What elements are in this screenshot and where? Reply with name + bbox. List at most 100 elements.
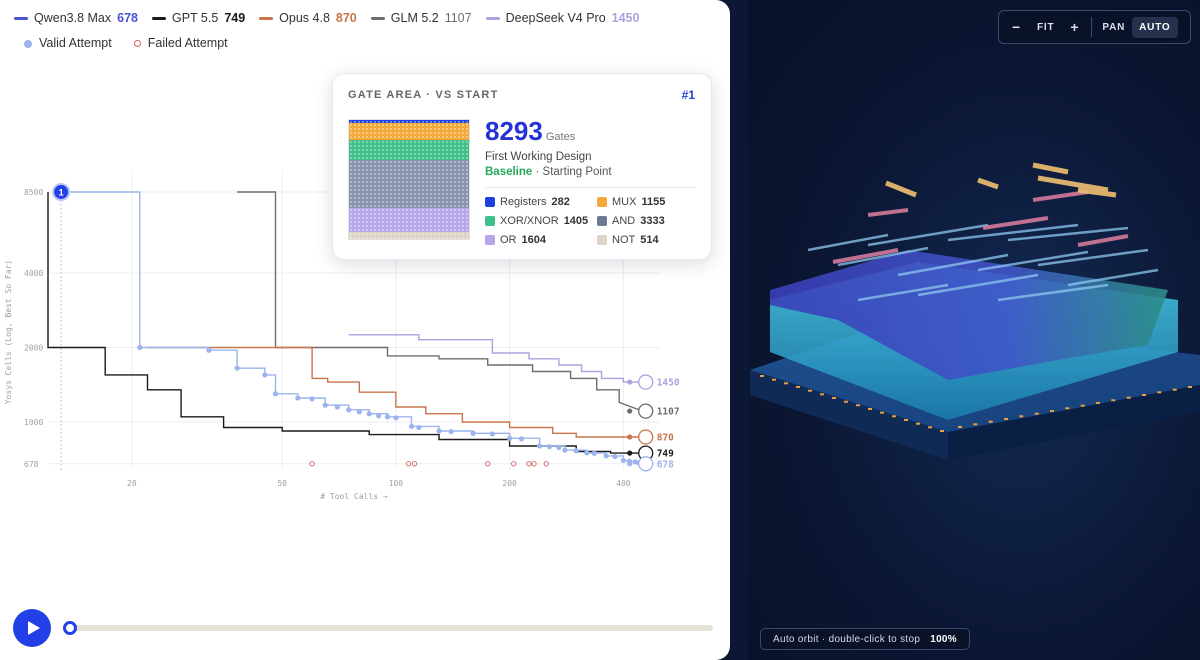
baseline-tag: Baseline <box>485 166 533 178</box>
timeline-knob[interactable] <box>63 621 77 635</box>
model-logo-icon <box>638 374 654 390</box>
valid-attempt-point <box>262 372 268 378</box>
legend-swatch <box>370 16 385 20</box>
io-pad <box>1126 396 1131 399</box>
series-end-point <box>627 408 633 414</box>
series-end-label: 1107 <box>657 407 680 418</box>
io-pad <box>808 389 812 392</box>
series-line-glm-5-2 <box>237 191 643 412</box>
stack-layer-not <box>349 232 469 239</box>
mux-swatch <box>597 197 607 207</box>
valid-attempt-point <box>518 436 525 442</box>
legend-model-value: 1450 <box>611 11 640 25</box>
chart-points <box>137 344 642 467</box>
slab-side-right <box>948 385 1200 460</box>
pan-button[interactable]: PAN <box>1102 21 1126 33</box>
legend-model-value: 678 <box>117 11 138 25</box>
io-pad <box>1157 391 1162 394</box>
io-pad <box>880 411 884 414</box>
breakdown-label: XOR/XNOR <box>500 215 559 227</box>
stack-layer-and <box>349 160 469 208</box>
series-end-point <box>627 434 633 440</box>
legend-item-gpt[interactable]: GPT 5.5 749 <box>151 11 246 25</box>
io-pad <box>988 420 993 423</box>
valid-attempt-point <box>448 428 454 435</box>
valid-attempt-point <box>573 448 579 454</box>
breakdown-mux: MUX 1155 <box>597 196 697 208</box>
legend-model-value: 1107 <box>444 11 472 25</box>
gate-count-unit: Gates <box>545 131 576 143</box>
baseline-label: Baseline · Starting Point <box>485 166 612 178</box>
valid-attempt-point <box>234 365 240 371</box>
auto-button[interactable]: AUTO <box>1132 16 1178 38</box>
y-tick-label: 678 <box>24 460 39 469</box>
wire-pink-layer <box>832 190 1129 264</box>
legend-item-deepseek[interactable]: DeepSeek V4 Pro 1450 <box>485 11 640 25</box>
card-title: GATE AREA · VS START <box>348 89 499 101</box>
io-pad <box>784 382 788 385</box>
y-tick-label: 2000 <box>24 344 43 353</box>
valid-attempt-point <box>376 413 382 419</box>
valid-attempt-point <box>346 407 352 413</box>
stack-layer-xor <box>349 140 469 160</box>
series-line-deepseek-v4-pro <box>348 334 643 383</box>
io-pad <box>958 426 962 428</box>
failed-attempt-point <box>485 461 491 467</box>
controls-divider <box>1091 17 1093 37</box>
breakdown-value: 1405 <box>563 215 589 227</box>
legend-model-value: 749 <box>224 11 246 25</box>
breakdown-label: OR <box>500 234 517 246</box>
play-button[interactable] <box>13 609 51 647</box>
breakdown-value: 282 <box>551 196 570 208</box>
gate-stack-visual <box>348 119 470 240</box>
legend-swatch <box>485 16 500 20</box>
legend-swatch <box>14 16 28 20</box>
io-pad <box>796 386 800 388</box>
breakdown-value: 3333 <box>640 215 665 227</box>
io-pad <box>916 422 920 425</box>
valid-attempt-point <box>322 402 328 408</box>
failed-attempt-point <box>531 461 537 467</box>
valid-dot-icon <box>24 39 32 48</box>
io-pad <box>1188 386 1192 388</box>
legend-item-qwen[interactable]: Qwen3.8 Max 678 <box>14 11 138 25</box>
viewer-controls: − FIT + PAN AUTO <box>998 10 1191 44</box>
start-marker[interactable]: 1 <box>52 182 71 201</box>
and-swatch <box>597 216 607 226</box>
timeline-track[interactable] <box>70 625 713 631</box>
failed-attempt-point <box>543 461 549 467</box>
valid-attempt-point <box>393 415 399 421</box>
valid-attempt-point <box>591 450 597 456</box>
io-pad <box>928 426 932 429</box>
failed-attempt-point <box>511 461 517 467</box>
io-pad <box>1096 402 1100 404</box>
legend-item-glm[interactable]: GLM 5.2 1107 <box>370 11 472 25</box>
io-pad <box>760 375 764 377</box>
gate-count: 8293 Gates <box>485 116 575 147</box>
failed-attempt-point <box>309 461 315 467</box>
series-end-label: 678 <box>657 459 674 470</box>
legend-model-name: Qwen3.8 Max <box>34 11 112 25</box>
or-swatch <box>485 235 495 245</box>
breakdown-registers: Registers 282 <box>485 196 597 208</box>
legend-valid-attempt: Valid Attempt <box>24 36 112 50</box>
slab-side-left <box>750 370 948 460</box>
model-logo-icon <box>638 403 654 419</box>
zoom-in-button[interactable]: + <box>1070 19 1080 35</box>
failed-attempt-point <box>405 461 412 467</box>
fit-button[interactable]: FIT <box>1036 21 1055 33</box>
play-icon <box>28 621 40 635</box>
valid-attempt-point <box>536 443 543 449</box>
layout-3d-viewer[interactable]: − FIT + PAN AUTO Auto orbit · double-cli… <box>748 0 1200 660</box>
legend-item-opus[interactable]: Opus 4.8 870 <box>259 11 357 25</box>
x-tick-label: 50 <box>277 479 287 488</box>
purple-cell-layer <box>770 250 1168 380</box>
io-pad <box>1065 407 1070 410</box>
chart-ticks: 20 50 100 200 400 8500 4000 2000 1000 678 <box>24 188 631 488</box>
zoom-out-button[interactable]: − <box>1012 19 1021 35</box>
legend-swatch <box>259 16 274 20</box>
wire-gold-layer <box>885 162 1117 198</box>
y-tick-label: 1000 <box>24 418 43 427</box>
breakdown-or: OR 1604 <box>485 234 597 246</box>
